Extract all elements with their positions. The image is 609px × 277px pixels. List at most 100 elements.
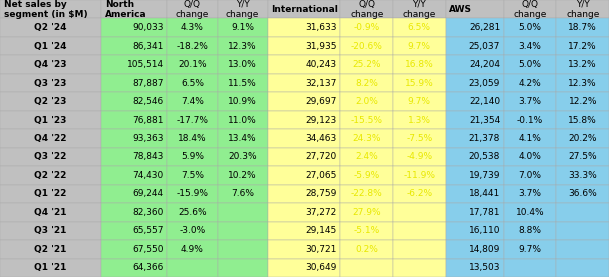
Bar xyxy=(101,148,167,166)
Bar xyxy=(504,0,557,19)
Bar xyxy=(268,185,340,203)
Bar xyxy=(268,148,340,166)
Text: 4.2%: 4.2% xyxy=(519,79,541,88)
Text: 33.3%: 33.3% xyxy=(568,171,597,180)
Text: Q3 '21: Q3 '21 xyxy=(34,226,67,235)
Text: -15.5%: -15.5% xyxy=(351,116,383,125)
Text: 4.0%: 4.0% xyxy=(519,152,541,161)
Bar xyxy=(217,0,268,19)
Bar xyxy=(557,92,609,111)
Bar xyxy=(101,19,167,37)
Bar xyxy=(268,258,340,277)
Text: 21,378: 21,378 xyxy=(469,134,500,143)
Bar xyxy=(217,55,268,74)
Bar xyxy=(167,92,217,111)
Text: 25.6%: 25.6% xyxy=(178,208,207,217)
Bar xyxy=(167,240,217,258)
Text: Q4 '21: Q4 '21 xyxy=(34,208,67,217)
Text: 64,366: 64,366 xyxy=(132,263,164,272)
Bar xyxy=(340,222,393,240)
Text: Y/Y
change: Y/Y change xyxy=(226,0,259,19)
Text: -5.1%: -5.1% xyxy=(354,226,380,235)
Bar xyxy=(504,111,557,129)
Bar xyxy=(101,203,167,222)
Text: 82,546: 82,546 xyxy=(133,97,164,106)
Text: 4.3%: 4.3% xyxy=(181,23,204,32)
Bar xyxy=(393,258,446,277)
Bar xyxy=(268,111,340,129)
Text: Q1 '24: Q1 '24 xyxy=(34,42,67,51)
Text: 0.2%: 0.2% xyxy=(355,245,378,254)
Bar xyxy=(167,258,217,277)
Text: -17.7%: -17.7% xyxy=(177,116,208,125)
Text: Q1 '23: Q1 '23 xyxy=(34,116,67,125)
Text: 8.2%: 8.2% xyxy=(355,79,378,88)
Bar xyxy=(446,166,504,185)
Bar xyxy=(393,185,446,203)
Bar xyxy=(167,148,217,166)
Text: 24.3%: 24.3% xyxy=(353,134,381,143)
Bar xyxy=(393,111,446,129)
Bar xyxy=(393,55,446,74)
Bar xyxy=(340,55,393,74)
Text: 6.5%: 6.5% xyxy=(181,79,204,88)
Text: 93,363: 93,363 xyxy=(132,134,164,143)
Text: 29,145: 29,145 xyxy=(306,226,337,235)
Bar xyxy=(446,0,504,19)
Text: 28,759: 28,759 xyxy=(306,189,337,198)
Text: 13.2%: 13.2% xyxy=(568,60,597,69)
Text: 9.1%: 9.1% xyxy=(231,23,254,32)
Bar xyxy=(217,185,268,203)
Text: 15.8%: 15.8% xyxy=(568,116,597,125)
Text: -11.9%: -11.9% xyxy=(403,171,435,180)
Bar xyxy=(446,258,504,277)
Text: 3.4%: 3.4% xyxy=(519,42,541,51)
Bar xyxy=(393,148,446,166)
Text: 19,739: 19,739 xyxy=(469,171,500,180)
Text: 20.2%: 20.2% xyxy=(568,134,597,143)
Text: 36.6%: 36.6% xyxy=(568,189,597,198)
Text: Q/Q
change: Q/Q change xyxy=(513,0,547,19)
Bar xyxy=(0,55,101,74)
Bar xyxy=(167,166,217,185)
Bar xyxy=(504,19,557,37)
Bar xyxy=(167,74,217,92)
Bar xyxy=(446,185,504,203)
Text: 13.4%: 13.4% xyxy=(228,134,257,143)
Bar xyxy=(217,258,268,277)
Bar xyxy=(504,240,557,258)
Bar xyxy=(268,92,340,111)
Text: 17.2%: 17.2% xyxy=(568,42,597,51)
Bar xyxy=(101,111,167,129)
Text: 16.8%: 16.8% xyxy=(405,60,434,69)
Text: 13.0%: 13.0% xyxy=(228,60,257,69)
Text: 17,781: 17,781 xyxy=(469,208,500,217)
Text: 37,272: 37,272 xyxy=(306,208,337,217)
Bar xyxy=(268,0,340,19)
Text: 31,935: 31,935 xyxy=(305,42,337,51)
Bar xyxy=(217,19,268,37)
Bar xyxy=(0,166,101,185)
Text: 12.2%: 12.2% xyxy=(568,97,597,106)
Bar xyxy=(101,74,167,92)
Text: 82,360: 82,360 xyxy=(132,208,164,217)
Text: 20.1%: 20.1% xyxy=(178,60,207,69)
Bar xyxy=(557,19,609,37)
Text: 23,059: 23,059 xyxy=(469,79,500,88)
Bar xyxy=(101,240,167,258)
Bar xyxy=(167,19,217,37)
Bar xyxy=(393,203,446,222)
Bar xyxy=(268,129,340,148)
Bar xyxy=(557,166,609,185)
Text: Q3 '22: Q3 '22 xyxy=(34,152,67,161)
Bar xyxy=(557,55,609,74)
Bar xyxy=(101,222,167,240)
Bar xyxy=(217,92,268,111)
Bar xyxy=(0,240,101,258)
Text: Q2 '23: Q2 '23 xyxy=(34,97,67,106)
Text: -5.9%: -5.9% xyxy=(354,171,380,180)
Bar xyxy=(167,222,217,240)
Bar xyxy=(167,55,217,74)
Text: International: International xyxy=(272,5,338,14)
Bar xyxy=(504,258,557,277)
